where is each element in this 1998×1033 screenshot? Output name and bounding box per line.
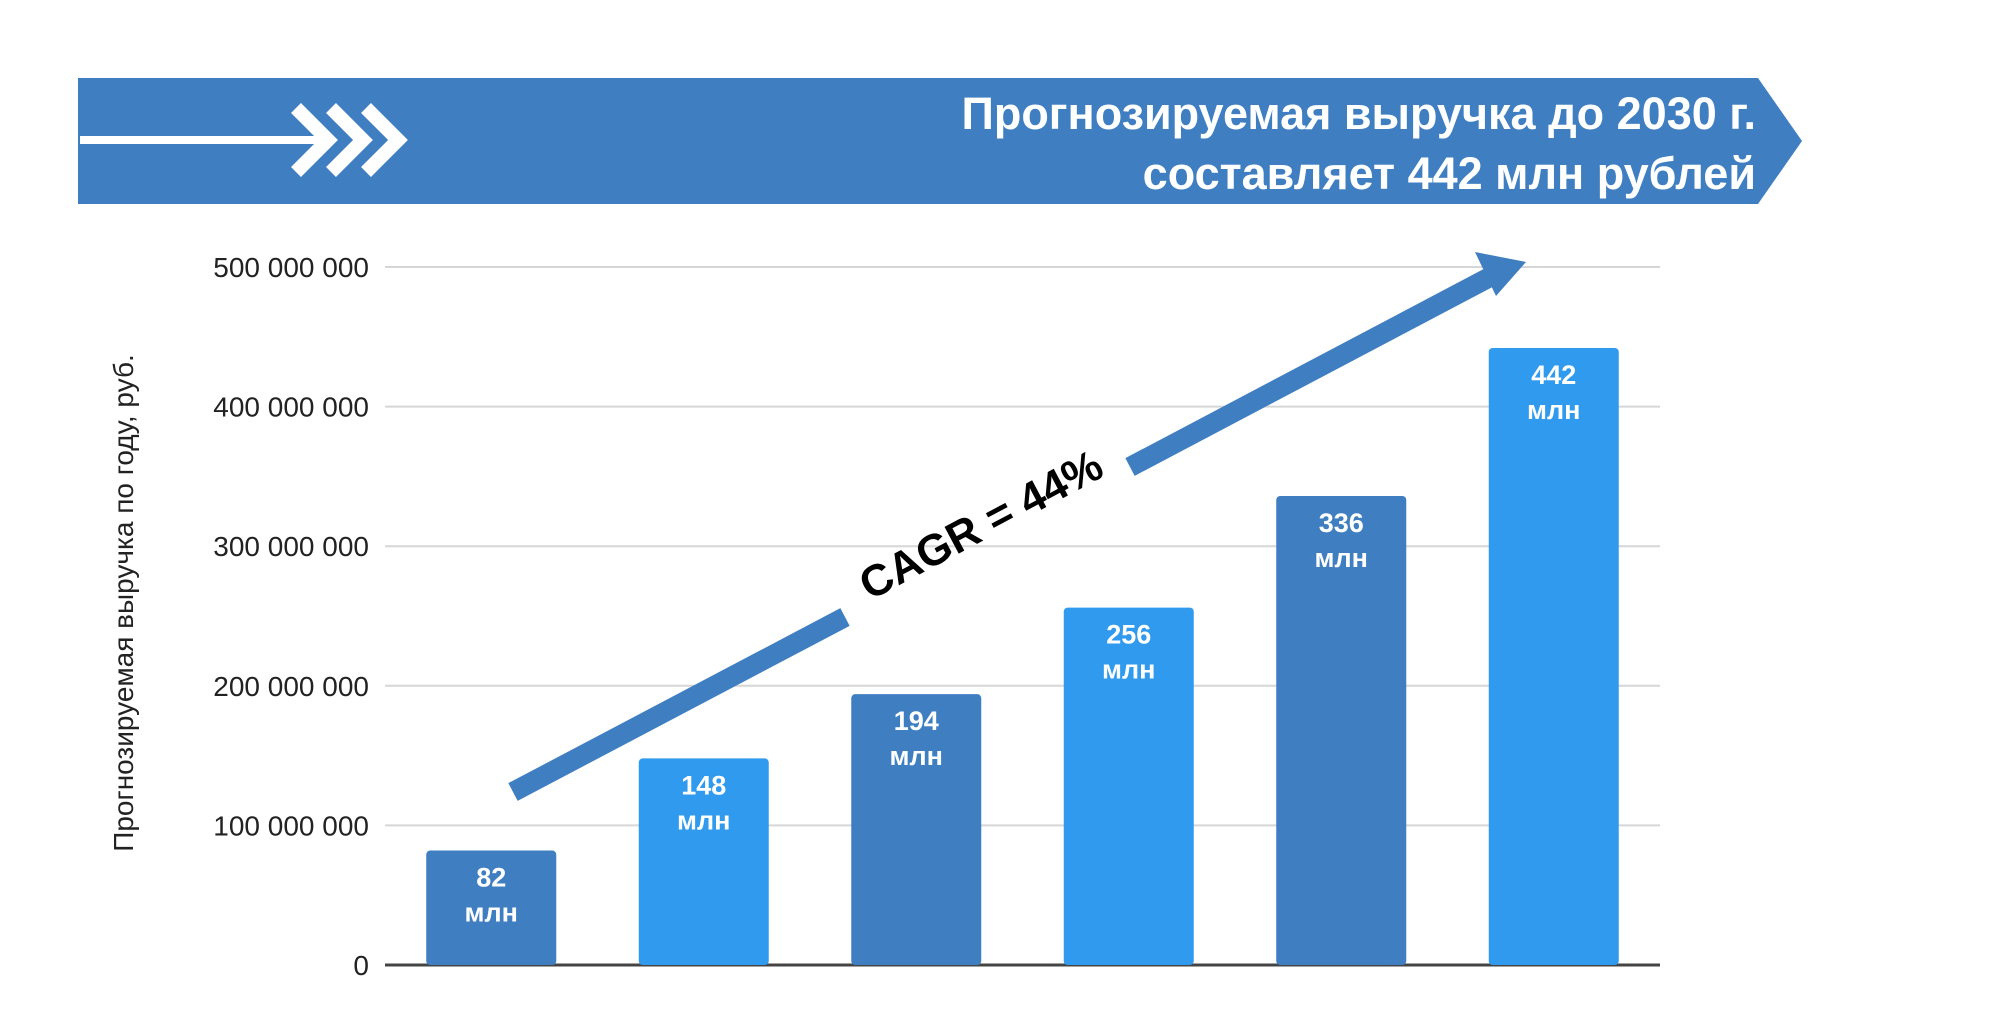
trend-arrow [508,252,1526,801]
y-tick-label: 100 000 000 [213,810,369,841]
data-label-value: 336 [1319,508,1364,538]
data-label-value: 82 [476,863,506,893]
title-band [78,78,1802,204]
data-label-value: 148 [681,770,726,800]
y-tick-label: 400 000 000 [213,392,369,423]
y-axis-ticks: 0 100 000 000 200 000 000 300 000 000 400 00… [213,252,369,981]
data-label-unit: млн [1527,395,1580,425]
cagr-annotation: CAGR = 44% [851,441,1110,610]
data-label-value: 442 [1531,360,1576,390]
bar [1488,347,1619,965]
chevron-arrow-icon [80,103,408,177]
data-label-value: 256 [1106,620,1151,650]
title-line-1: Прогнозируемая выручка до 2030 г. [961,88,1756,139]
y-tick-label: 0 [353,950,369,981]
data-label-unit: млн [465,898,518,928]
data-label-unit: млн [677,805,730,835]
bar [1063,607,1194,965]
bar [1276,495,1407,965]
data-label-unit: млн [1102,655,1155,685]
data-label-value: 194 [894,706,939,736]
y-tick-label: 300 000 000 [213,531,369,562]
title-line-2: составляет 442 млн рублей [1142,148,1756,199]
gridlines [385,266,1660,967]
data-label-unit: млн [1315,543,1368,573]
chart-title-block: Прогнозируемая выручка до 2030 г. состав… [961,84,1756,204]
y-axis-label: Прогнозируемая выручка по году, руб. [108,354,139,852]
data-labels: 82 млн 148 млн 194 млн 256 млн 336 млн 442 млн [465,360,1581,928]
bar [638,758,769,965]
bar [851,694,982,965]
data-label-unit: млн [890,741,943,771]
bar [426,850,557,965]
bars [426,347,1619,965]
y-tick-label: 500 000 000 [213,252,369,283]
y-tick-label: 200 000 000 [213,671,369,702]
